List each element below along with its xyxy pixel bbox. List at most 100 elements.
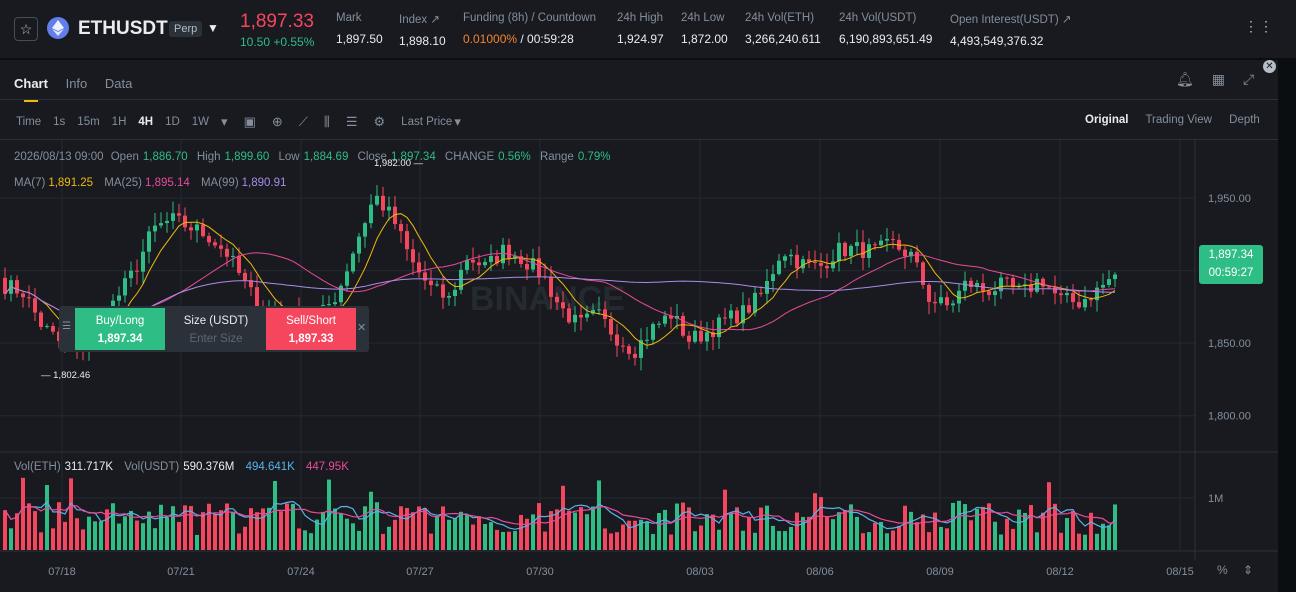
interval-1d[interactable]: 1D (165, 116, 180, 128)
ma25-label: MA(25) (104, 177, 142, 189)
candle (651, 324, 655, 340)
sell-label: Sell/Short (286, 315, 336, 327)
sell-short-button[interactable]: Sell/Short 1,897.33 (266, 308, 356, 350)
interval-4h[interactable]: 4H (138, 116, 154, 128)
more-icon[interactable]: ⋮⋮ (1244, 18, 1274, 34)
candle (363, 223, 367, 237)
tab-chart[interactable]: Chart (14, 76, 48, 91)
candle (1029, 284, 1033, 292)
symbol-name[interactable]: ETHUSDT (78, 18, 168, 39)
volume-bar (447, 519, 451, 550)
volume-bar (303, 530, 307, 550)
volume-bar (1101, 523, 1105, 550)
candlestick-chart[interactable]: BINANCE 1,950.001,900.001,850.001,800.00… (0, 140, 1278, 592)
line-chart-icon[interactable]: ⟋ (298, 114, 308, 129)
close-icon[interactable]: ✕ (357, 322, 367, 334)
high-value: 1,899.60 (224, 151, 270, 163)
stat-value: 1,872.00 (681, 32, 728, 46)
candle (1041, 278, 1045, 287)
star-icon[interactable]: ☆ (14, 17, 38, 41)
volume-bar (333, 508, 337, 550)
candle (963, 280, 967, 291)
chart-scale-controls: % ⇕ (1217, 563, 1253, 577)
volume-bar (267, 507, 271, 550)
expand-icon[interactable]: ⤢ (1243, 71, 1255, 87)
buy-long-button[interactable]: Buy/Long 1,897.34 (75, 308, 165, 350)
add-indicator-icon[interactable]: ⊕ (271, 114, 283, 129)
calendar-icon[interactable]: ▣ (243, 114, 256, 129)
volume-bar (657, 513, 661, 550)
volume-bar (165, 517, 169, 550)
current-price: 1,897.34 (1208, 249, 1254, 261)
chevron-down-icon[interactable]: ▼ (207, 21, 219, 35)
candle-type-icon[interactable]: ⫼ (323, 114, 330, 129)
interval-1s[interactable]: 1s (53, 116, 66, 128)
candle (759, 292, 763, 294)
divider (0, 99, 1278, 100)
vol-ma2-line (4, 504, 1115, 526)
candle (663, 315, 667, 324)
stat-index[interactable]: Index ↗ 1,898.10 (399, 12, 446, 48)
tab-info[interactable]: Info (65, 76, 88, 91)
volume-bar (495, 529, 499, 550)
vol-usdt-label: Vol(USDT) (124, 461, 180, 473)
interval-1h[interactable]: 1H (111, 116, 127, 128)
drag-handle-icon[interactable]: ☰ (62, 321, 71, 332)
percent-scale-icon[interactable]: % (1217, 563, 1228, 577)
volume-bar (3, 510, 7, 550)
price-type-select[interactable]: Last Price (401, 116, 453, 128)
candle (15, 280, 19, 294)
volume-bar (363, 506, 367, 550)
candle (189, 227, 193, 231)
volume-bar (315, 519, 319, 550)
volume-bar (1029, 505, 1033, 550)
view-trading-view[interactable]: Trading View (1145, 114, 1212, 126)
time-tick-label: 08/06 (806, 566, 834, 578)
tab-data[interactable]: Data (104, 76, 133, 91)
volume-tick-label: 1M (1208, 493, 1223, 505)
candle (489, 256, 493, 262)
volume-bar (543, 531, 547, 550)
gear-icon[interactable]: ⚙ (373, 114, 386, 129)
volume-bar (747, 517, 751, 550)
volume-bar (891, 530, 895, 550)
chart-settings-icon[interactable]: ☰ (345, 114, 358, 129)
volume-bar (1053, 503, 1057, 550)
chevron-down-icon[interactable]: ▾ (221, 114, 228, 129)
volume-bar (309, 533, 313, 550)
candle (135, 270, 139, 272)
interval-1w[interactable]: 1W (191, 116, 210, 128)
view-depth[interactable]: Depth (1229, 114, 1260, 126)
volume-bar (435, 515, 439, 550)
candle (1089, 299, 1093, 301)
volume-bar (105, 509, 109, 550)
current-price-tag: 1,897.34 00:59:27 (1199, 245, 1263, 284)
candle (993, 291, 997, 296)
volume-bar (741, 530, 745, 550)
auto-scale-icon[interactable]: ⇕ (1243, 563, 1254, 577)
candle (711, 332, 715, 338)
price-tick-label: 1,850.00 (1208, 338, 1251, 350)
candle (465, 259, 469, 270)
volume-bar (441, 506, 445, 550)
size-input[interactable]: Size (USDT) Enter Size (167, 308, 265, 350)
bell-icon[interactable]: 🔔︎ (1176, 71, 1194, 87)
candle-countdown: 00:59:27 (1208, 267, 1254, 279)
volume-bar (183, 505, 187, 550)
caret-down-icon[interactable]: ▾ (454, 114, 461, 129)
stat-open-interest[interactable]: Open Interest(USDT) ↗ 4,493,549,376.32 (950, 12, 1071, 48)
layout-grid-icon[interactable]: ▦ (1211, 71, 1226, 87)
candle (495, 256, 499, 264)
candle (507, 244, 511, 259)
vol-ma1-line (4, 500, 1116, 530)
eth-coin-icon (47, 17, 69, 39)
volume-bar (627, 520, 631, 550)
view-original[interactable]: Original (1085, 114, 1129, 126)
candle (615, 334, 619, 346)
view-switcher: Original Trading View Depth (1085, 114, 1274, 126)
candle (987, 291, 991, 296)
volume-bar (225, 503, 229, 550)
close-icon[interactable]: ✕ (1263, 60, 1276, 73)
interval-15m[interactable]: 15m (77, 116, 100, 128)
candle (999, 277, 1003, 292)
